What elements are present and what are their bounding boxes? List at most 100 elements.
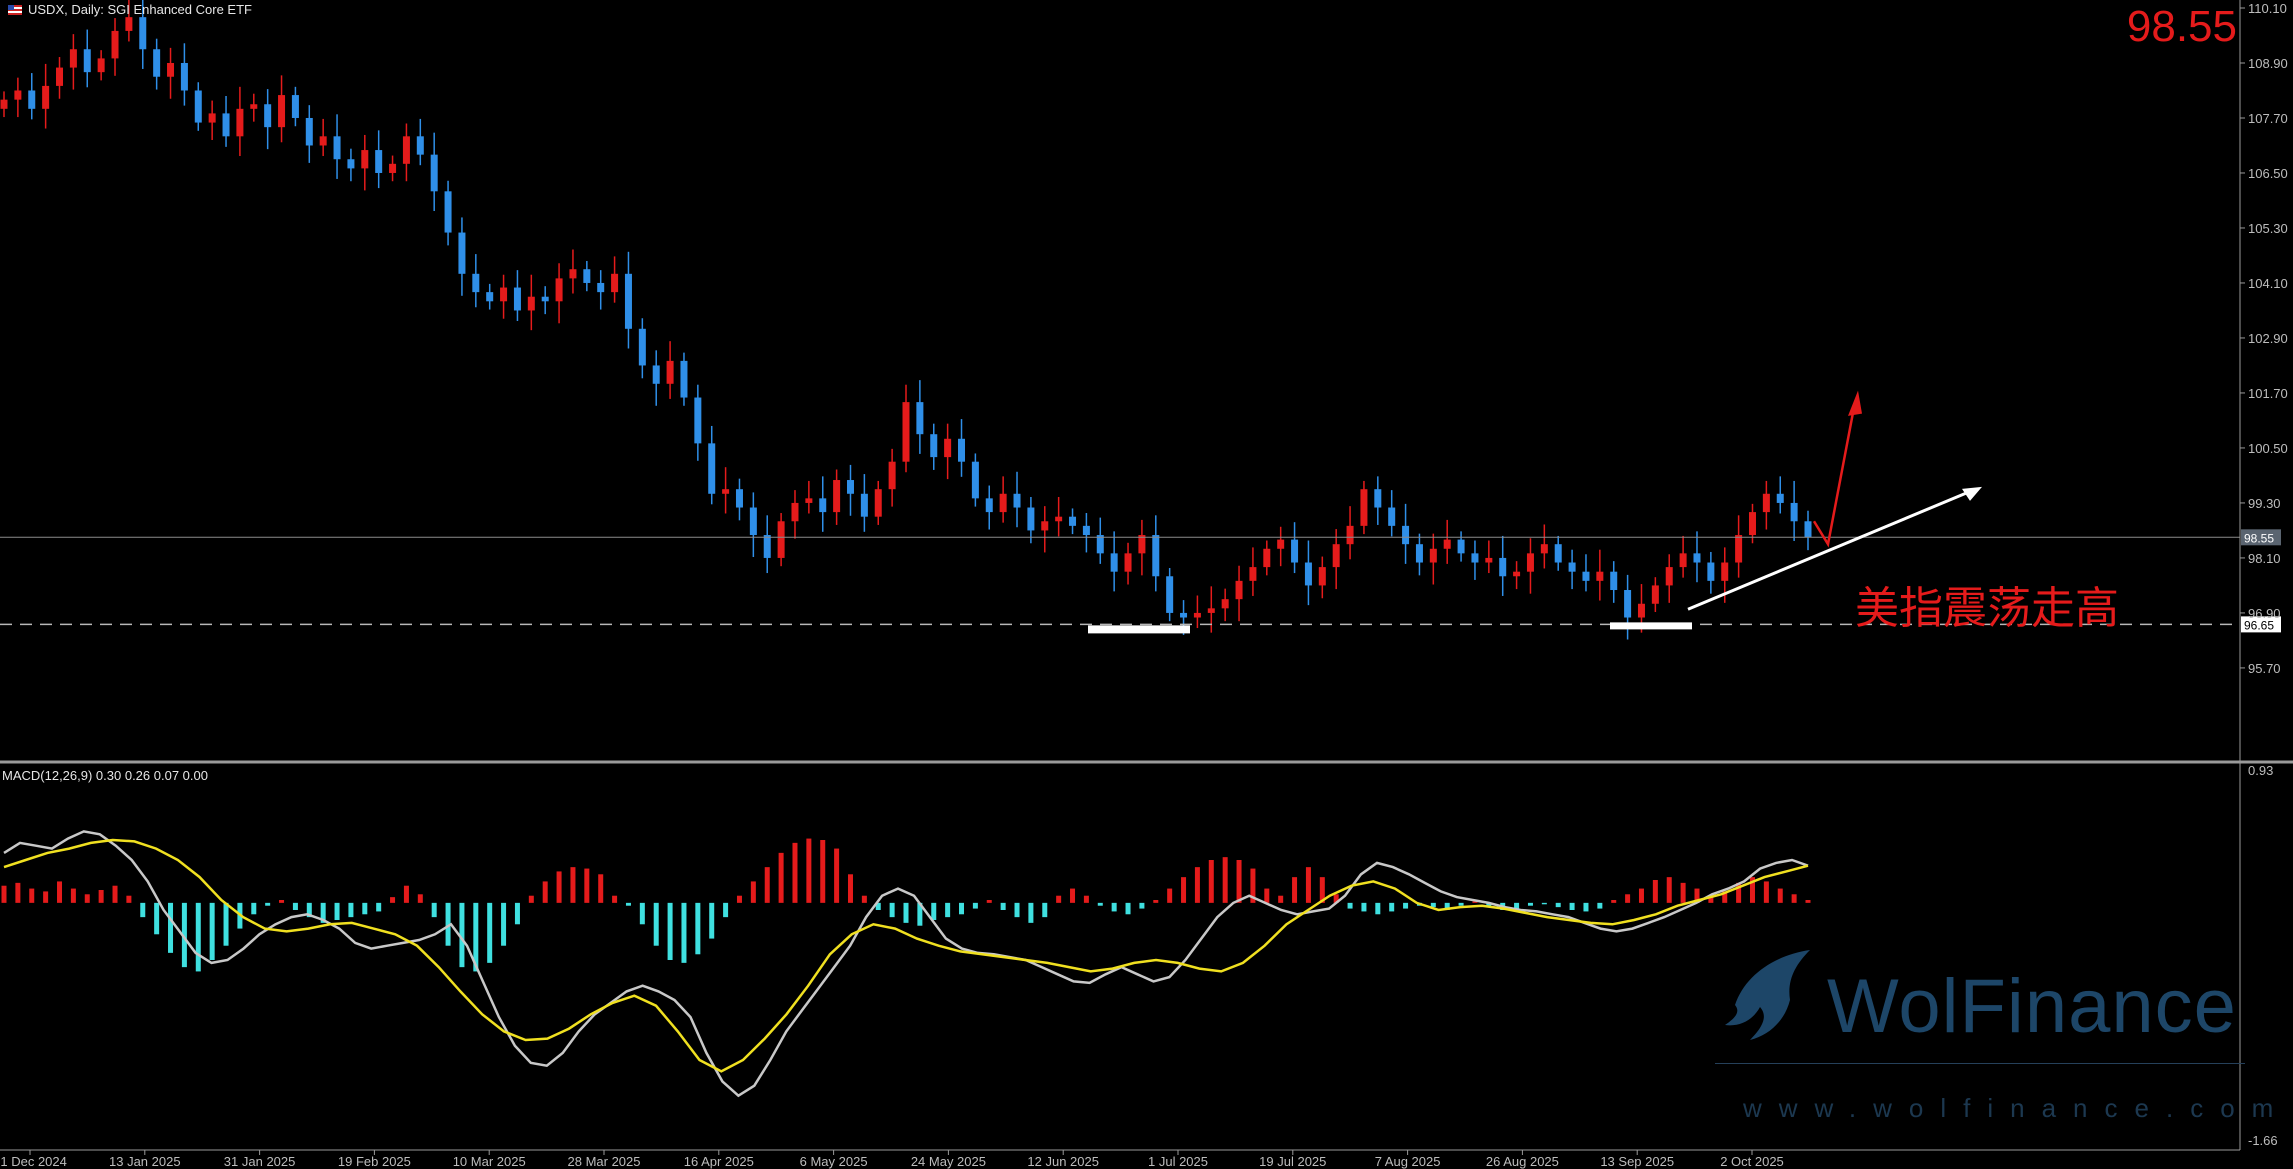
price-tick-label: 99.30 (2248, 496, 2281, 511)
candle-body (860, 493, 868, 517)
candle-body (1332, 544, 1340, 568)
macd-histogram-bar (1638, 888, 1644, 903)
time-tick-label: 1 Jul 2025 (1148, 1154, 1208, 1169)
current-price-tag-label: 98.55 (2244, 531, 2274, 545)
candle-body (1152, 535, 1160, 577)
macd-histogram-bar (681, 902, 687, 963)
macd-histogram-bar (723, 902, 729, 918)
candle-body (208, 113, 216, 123)
macd-histogram-bar (126, 895, 132, 903)
macd-histogram-bar (181, 902, 187, 968)
macd-histogram-bar (1250, 868, 1256, 903)
candle-body (458, 232, 466, 274)
candle-body (1637, 603, 1645, 618)
price-tick-label: 102.90 (2248, 331, 2288, 346)
time-tick-label: 31 Jan 2025 (224, 1154, 296, 1169)
current-price-tag (2241, 529, 2281, 546)
candle-body (1180, 612, 1188, 618)
macd-histogram-bar (1097, 902, 1103, 906)
macd-histogram-bar (889, 902, 895, 918)
price-tick-label: 106.50 (2248, 166, 2288, 181)
projected-arrowhead (1848, 390, 1862, 416)
candle-body (180, 62, 188, 91)
candle-body (319, 136, 327, 146)
price-levels: 98.55 96.65 (0, 529, 2281, 633)
macd-histogram-bar (57, 881, 63, 903)
macd-histogram-bar (1666, 877, 1672, 903)
time-tick-label: 24 May 2025 (911, 1154, 986, 1169)
macd-histogram-bar (945, 902, 951, 918)
macd-histogram-bar (1194, 867, 1200, 903)
candle-body (1596, 571, 1604, 581)
candle-body (153, 49, 161, 77)
candle-body (1540, 544, 1548, 554)
macd-histogram-bar (792, 842, 798, 903)
candle-body (1748, 512, 1756, 536)
macd-histogram-bar (1083, 895, 1089, 903)
macd-histogram-bar (1014, 902, 1020, 918)
candle-body (1610, 571, 1618, 591)
candle-body (735, 489, 743, 508)
current-price-display: 98.55 (2126, 2, 2237, 51)
price-tick-label: 105.30 (2248, 221, 2288, 236)
macd-histogram-bar (514, 902, 520, 925)
macd-histogram-bar (695, 902, 701, 955)
candle-body (1790, 502, 1798, 522)
candle-body (1221, 599, 1229, 609)
candle-body (1291, 539, 1299, 563)
macd-histogram-bar (959, 902, 965, 915)
candle-body (763, 535, 771, 558)
uptrend-line (1687, 490, 1971, 611)
time-tick-label: 12 Jun 2025 (1027, 1154, 1099, 1169)
macd-histogram-bar (1305, 867, 1311, 903)
macd-histogram-bar (1777, 888, 1783, 903)
macd-histogram-bar (1458, 902, 1464, 906)
candle-body (638, 328, 646, 366)
candle-body (1374, 489, 1382, 508)
macd-histogram-bar (1527, 902, 1533, 906)
candle-body (1582, 571, 1590, 581)
candle-body (541, 296, 549, 302)
candle-body (791, 502, 799, 522)
macd-histogram-bar (459, 902, 465, 968)
symbol-title: USDX, Daily: SGI Enhanced Core ETF (28, 2, 252, 17)
macd-histogram-bar (639, 902, 645, 925)
candle-body (1346, 525, 1354, 545)
macd-histogram-bar (320, 902, 326, 923)
candle-body (1721, 562, 1729, 581)
macd-histogram-bar (667, 902, 673, 960)
macd-histogram-bar (140, 902, 146, 918)
candle-body (111, 30, 119, 59)
macd-histogram-bar (154, 902, 160, 935)
candle-body (846, 480, 854, 494)
macd-histogram-bar (778, 852, 784, 903)
wolfinance-watermark: WolFinance www.wolfinance.com (1715, 945, 2273, 1125)
macd-histogram-bar (653, 902, 659, 946)
us-flag-icon (8, 4, 22, 15)
candle-body (1443, 539, 1451, 549)
macd-histogram-bar (1514, 902, 1520, 909)
candle-body (1513, 571, 1521, 577)
candle-body (819, 498, 827, 513)
candle-body (944, 438, 952, 458)
price-tick-label: 104.10 (2248, 276, 2288, 291)
macd-histogram-bar (542, 881, 548, 903)
candle-body (1263, 548, 1271, 568)
macd-line (3, 830, 1809, 1098)
candle-body (97, 58, 105, 73)
candle-body (874, 489, 882, 517)
candle-body (1485, 557, 1493, 563)
price-tick-label: 110.10 (2248, 1, 2287, 16)
time-tick-label: 19 Feb 2025 (338, 1154, 411, 1169)
macd-histogram-bar (986, 900, 992, 903)
macd-histogram-bar (43, 891, 49, 903)
candle-body (291, 95, 299, 118)
candle-body (1027, 507, 1035, 531)
macd-tick-label: 0.93 (2248, 763, 2273, 778)
candle-body (597, 282, 605, 293)
candle-body (1624, 590, 1632, 618)
time-tick-label: 19 Jul 2025 (1259, 1154, 1326, 1169)
candle-body (777, 521, 785, 558)
